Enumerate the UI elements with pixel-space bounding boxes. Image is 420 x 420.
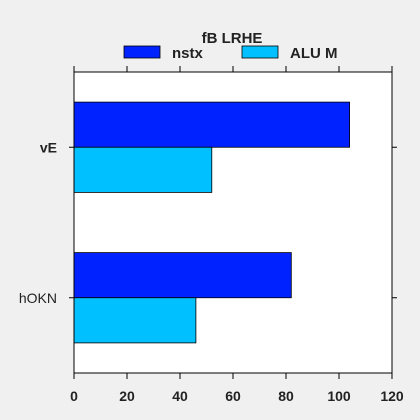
x-tick-label: 80 (278, 388, 294, 404)
x-tick-label: 40 (172, 388, 188, 404)
legend-label: nstx (172, 45, 204, 62)
bar-alu-m-hokn (73, 297, 197, 344)
bar-nstx-hokn (73, 252, 292, 299)
y-tick-label: vE (40, 139, 57, 155)
bars-group (73, 101, 351, 344)
axes-group: vE hOKN 0 20 40 60 80 100 120 (19, 66, 404, 404)
legend-title: fB LRHE (202, 30, 263, 47)
x-tick-label: 20 (119, 388, 135, 404)
bar-alu-m-ve (73, 146, 213, 193)
x-tick-label: 120 (380, 388, 404, 404)
bar-nstx-ve (73, 101, 351, 148)
y-tick-label: hOKN (19, 290, 57, 306)
x-tick-label: 100 (327, 388, 351, 404)
legend-swatch (241, 45, 279, 59)
x-tick-label: 0 (70, 388, 78, 404)
legend-label: ALU M (290, 45, 338, 62)
x-tick-label: 60 (225, 388, 241, 404)
legend-swatch (123, 45, 161, 59)
